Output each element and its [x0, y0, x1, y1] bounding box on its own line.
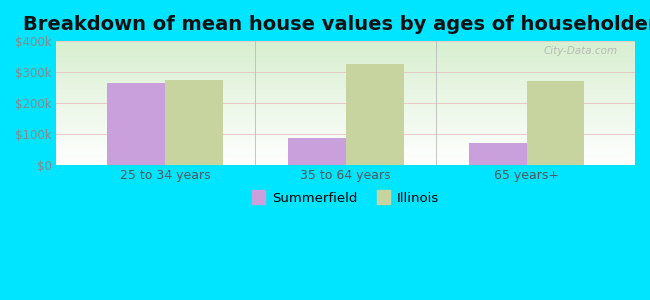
Bar	[526, 81, 584, 165]
Bar	[107, 83, 165, 165]
Bar	[469, 143, 526, 165]
Legend: Summerfield, Illinois: Summerfield, Illinois	[247, 185, 445, 210]
Bar	[165, 80, 223, 165]
Bar	[288, 138, 346, 165]
Bar	[346, 64, 404, 165]
Text: City-Data.com: City-Data.com	[543, 46, 618, 56]
Title: Breakdown of mean house values by ages of householders: Breakdown of mean house values by ages o…	[23, 15, 650, 34]
